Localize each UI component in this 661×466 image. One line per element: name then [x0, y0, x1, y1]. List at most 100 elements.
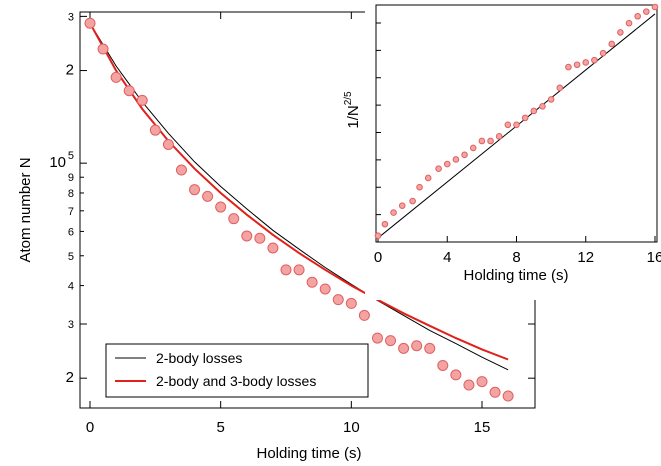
inset-point-6 — [424, 174, 432, 182]
inset-point-9 — [452, 156, 460, 163]
main-point-8 — [189, 184, 201, 196]
inset-point-15 — [504, 121, 512, 129]
main-point-32 — [502, 390, 514, 402]
inset-x-tick-label-3: 12 — [577, 249, 594, 266]
main-y-tick-label-1: 3 — [68, 319, 74, 331]
main-point-24 — [398, 342, 410, 354]
main-point-18 — [319, 283, 331, 295]
inset-data-points — [374, 3, 659, 239]
inset-point-3 — [398, 202, 406, 209]
main-point-30 — [476, 376, 488, 388]
legend-label-2-3-body: 2-body and 3-body losses — [156, 373, 316, 389]
main-y-tick-label-6: 8 — [68, 188, 74, 200]
main-point-4 — [136, 94, 148, 106]
main-x-tick-label-1: 5 — [216, 419, 224, 436]
inset-point-27 — [608, 40, 616, 48]
main-point-27 — [437, 359, 449, 371]
main-point-28 — [450, 369, 462, 381]
inset-point-11 — [469, 144, 477, 152]
main-point-17 — [306, 276, 318, 288]
main-point-7 — [175, 164, 187, 176]
main-x-tick-label-0: 0 — [86, 419, 94, 436]
inset-point-10 — [461, 151, 468, 159]
main-y-tick-exponent-8: 5 — [68, 150, 74, 162]
main-y-axis-label: Atom number N — [17, 157, 34, 262]
inset-point-26 — [599, 49, 607, 57]
main-x-tick-label-2: 10 — [343, 419, 360, 436]
main-point-15 — [280, 264, 292, 276]
inset-point-8 — [443, 160, 451, 168]
inset-y-axis-label: 1/N2/5 — [343, 91, 362, 129]
inset-point-17 — [521, 114, 529, 122]
main-data-points — [84, 17, 514, 402]
inset-x-axis-ticks: 0 4 8 12 16 — [374, 236, 661, 266]
main-x-axis-label: Holding time (s) — [256, 445, 361, 462]
inset-point-18 — [530, 107, 538, 115]
main-point-22 — [371, 332, 383, 344]
inset-point-1 — [381, 220, 389, 228]
main-y-tick-label-0: 2 — [66, 369, 74, 386]
main-point-3 — [123, 85, 135, 97]
inset-point-4 — [409, 197, 416, 205]
main-point-9 — [202, 190, 214, 202]
main-point-26 — [424, 342, 436, 354]
inset-point-20 — [547, 96, 555, 103]
main-y-tick-label-5: 7 — [68, 206, 74, 218]
inset-point-0 — [374, 232, 382, 239]
main-point-21 — [358, 309, 370, 321]
main-point-31 — [489, 386, 501, 398]
main-point-16 — [293, 264, 305, 276]
legend-label-2-body: 2-body losses — [156, 350, 242, 366]
main-y-tick-label-7: 9 — [68, 172, 74, 184]
inset-point-13 — [487, 137, 494, 145]
main-point-0 — [84, 17, 96, 29]
main-y-tick-label-2: 4 — [68, 281, 74, 293]
inset-x-tick-label-4: 16 — [647, 249, 661, 266]
main-point-1 — [97, 43, 109, 55]
svg-text:1/N2/5: 1/N2/5 — [343, 91, 362, 129]
legend-box — [105, 343, 369, 398]
inset-point-29 — [625, 19, 633, 27]
inset-point-5 — [416, 183, 423, 191]
inset-point-32 — [651, 3, 659, 11]
main-y-tick-label-8: 10 — [49, 154, 66, 171]
main-point-6 — [162, 138, 174, 150]
inset-point-31 — [643, 8, 650, 15]
inset-point-23 — [573, 61, 581, 69]
inset-x-tick-label-0: 0 — [374, 249, 382, 266]
main-point-13 — [254, 232, 266, 244]
main-legend: 2-body losses 2-body and 3-body losses — [105, 343, 369, 398]
main-point-29 — [463, 379, 475, 391]
main-point-5 — [149, 124, 161, 136]
main-y-tick-label-4: 6 — [68, 226, 74, 238]
main-y-tick-label-9: 2 — [66, 62, 74, 79]
inset-y-label-base: 1/N — [345, 105, 362, 128]
inset-y-axis-ticks — [376, 22, 381, 243]
main-point-23 — [385, 335, 397, 347]
inset-y-label-exponent: 2/5 — [343, 91, 354, 105]
inset-point-28 — [617, 29, 624, 36]
inset-chart: 0 4 8 12 16 Holding time (s) 1/N2/5 — [343, 0, 661, 300]
main-point-12 — [241, 230, 253, 242]
inset-point-24 — [582, 59, 590, 66]
inset-point-25 — [591, 56, 598, 64]
inset-point-30 — [634, 12, 641, 20]
main-series-line-0 — [89, 22, 509, 371]
main-x-tick-label-3: 15 — [474, 419, 491, 436]
inset-point-19 — [539, 103, 546, 110]
main-point-19 — [332, 294, 344, 306]
main-point-11 — [228, 213, 240, 225]
main-point-25 — [411, 340, 423, 352]
inset-point-22 — [565, 63, 572, 71]
inset-point-7 — [435, 165, 442, 172]
inset-point-2 — [390, 209, 397, 216]
main-point-20 — [345, 297, 357, 309]
inset-background — [365, 0, 661, 300]
inset-point-14 — [495, 133, 503, 140]
inset-x-axis-label: Holding time (s) — [463, 267, 568, 284]
main-point-14 — [267, 242, 279, 254]
inset-point-21 — [556, 84, 564, 92]
inset-x-tick-label-1: 4 — [443, 249, 451, 266]
inset-point-16 — [513, 121, 520, 129]
